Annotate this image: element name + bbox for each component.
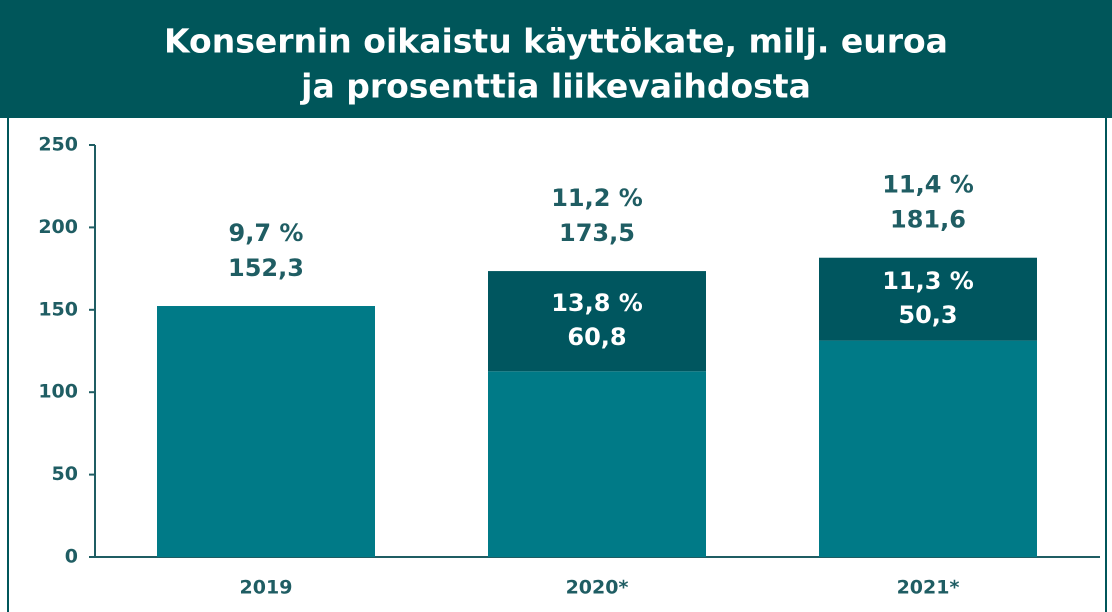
title-banner	[0, 0, 1112, 118]
bar-segment	[488, 271, 706, 372]
y-tick-label: 0	[65, 546, 78, 568]
x-tick-label: 2021*	[897, 577, 960, 599]
y-tick-label: 100	[38, 381, 78, 403]
segment-percent-label: 11,3 %	[882, 267, 974, 295]
y-tick-label: 250	[38, 134, 78, 156]
total-percent-label: 9,7 %	[229, 219, 304, 247]
segment-percent-label: 13,8 %	[551, 289, 643, 317]
total-percent-label: 11,4 %	[882, 171, 974, 199]
y-tick-label: 200	[38, 216, 78, 238]
total-label: 181,6	[890, 206, 966, 234]
total-label: 173,5	[559, 219, 635, 247]
y-tick-label: 150	[38, 298, 78, 320]
segment-value-label: 50,3	[898, 301, 957, 329]
total-label: 152,3	[228, 254, 304, 282]
total-percent-label: 11,2 %	[551, 184, 643, 212]
bar-segment	[819, 257, 1037, 341]
chart-title: Konsernin oikaistu käyttökate, milj. eur…	[164, 22, 948, 61]
x-tick-label: 2020*	[566, 577, 629, 599]
segment-value-label: 60,8	[567, 323, 626, 351]
bar-segment	[157, 306, 375, 557]
bar-segment	[819, 340, 1037, 557]
x-tick-label: 2019	[240, 577, 293, 599]
bar-segment	[488, 371, 706, 557]
y-tick-label: 50	[52, 463, 78, 485]
chart-title: ja prosenttia liikevaihdosta	[299, 67, 811, 106]
